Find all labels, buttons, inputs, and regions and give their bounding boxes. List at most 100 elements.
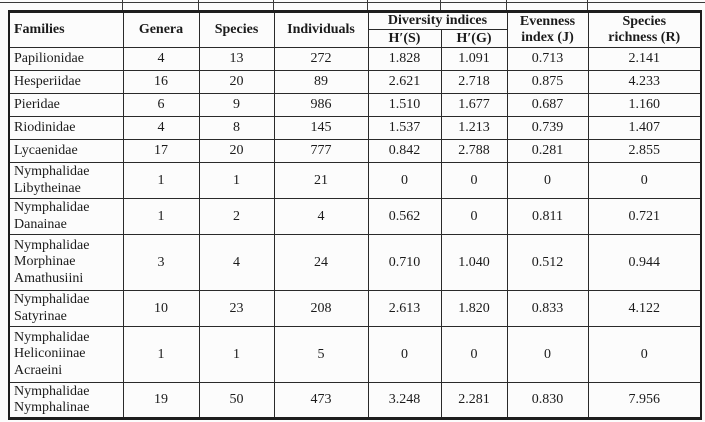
value-cell: 0 [506, 326, 589, 383]
value-cell: 3.248 [367, 382, 442, 419]
value-cell: 1.160 [587, 93, 702, 117]
table-row: Pieridae 6 9 986 1.510 1.677 0.687 1.160 [8, 93, 702, 117]
family-cell: Riodinidae [8, 116, 124, 140]
value-cell: 0.687 [506, 93, 589, 117]
column-rule-stub [198, 0, 199, 10]
value-cell: 473 [273, 382, 369, 419]
value-cell: 208 [273, 290, 369, 327]
column-rule-stub [367, 0, 368, 10]
value-cell: 1 [122, 198, 200, 235]
col-header-genera: Genera [122, 11, 200, 48]
top-hairline-rule [0, 2, 705, 3]
family-cell: Nymphalidae Libytheinae [8, 162, 124, 199]
value-cell: 0.811 [506, 198, 589, 235]
value-cell: 0.944 [587, 234, 702, 291]
value-cell: 1.677 [440, 93, 508, 117]
value-cell: 21 [273, 162, 369, 199]
value-cell: 4.233 [587, 70, 702, 94]
value-cell: 8 [198, 116, 275, 140]
value-cell: 777 [273, 139, 369, 163]
value-cell: 4 [122, 47, 200, 71]
value-cell: 1.820 [440, 290, 508, 327]
family-cell: Nymphalidae Nymphalinae [8, 382, 124, 419]
value-cell: 0.739 [506, 116, 589, 140]
value-cell: 0 [506, 162, 589, 199]
table-row: Nymphalidae Heliconiinae Acraeini 1 1 5 0 0 0 0 [8, 326, 702, 383]
value-cell: 2.855 [587, 139, 702, 163]
value-cell: 0.713 [506, 47, 589, 71]
value-cell: 1.091 [440, 47, 508, 71]
value-cell: 1.213 [440, 116, 508, 140]
value-cell: 19 [122, 382, 200, 419]
table-row: Nymphalidae Satyrinae 10 23 208 2.613 1.820 0.… [8, 290, 702, 327]
value-cell: 2.788 [440, 139, 508, 163]
value-cell: 4 [122, 116, 200, 140]
value-cell: 2.621 [367, 70, 442, 94]
family-cell: Nymphalidae Heliconiinae Acraeini [8, 326, 124, 383]
column-rule-stub [506, 0, 507, 10]
value-cell: 2 [198, 198, 275, 235]
value-cell: 2.613 [367, 290, 442, 327]
value-cell: 1 [198, 326, 275, 383]
value-cell: 1 [122, 326, 200, 383]
column-rule-stub [587, 0, 588, 10]
value-cell: 0 [440, 198, 508, 235]
value-cell: 89 [273, 70, 369, 94]
value-cell: 1 [122, 162, 200, 199]
value-cell: 0.512 [506, 234, 589, 291]
col-header-individuals: Individuals [273, 11, 369, 48]
value-cell: 145 [273, 116, 369, 140]
value-cell: 986 [273, 93, 369, 117]
value-cell: 272 [273, 47, 369, 71]
value-cell: 1.407 [587, 116, 702, 140]
value-cell: 2.281 [440, 382, 508, 419]
value-cell: 0.562 [367, 198, 442, 235]
col-header-evenness-index: Evenness index (J) [506, 11, 589, 48]
value-cell: 10 [122, 290, 200, 327]
value-cell: 0.833 [506, 290, 589, 327]
value-cell: 16 [122, 70, 200, 94]
value-cell: 23 [198, 290, 275, 327]
value-cell: 24 [273, 234, 369, 291]
table-row: Nymphalidae Nymphalinae 19 50 473 3.248 2.281… [8, 382, 702, 419]
table-row: Hesperiidae 16 20 89 2.621 2.718 0.875 4.233 [8, 70, 702, 94]
value-cell: 0 [440, 326, 508, 383]
col-group-header-diversity-indices: Diversity indices [367, 11, 508, 30]
value-cell: 4.122 [587, 290, 702, 327]
table-header: Families Genera Species Individuals Dive… [8, 11, 702, 48]
family-cell: Nymphalidae Morphinae Amathusiini [8, 234, 124, 291]
table-row: Nymphalidae Morphinae Amathusiini 3 4 24 0.7… [8, 234, 702, 291]
value-cell: 7.956 [587, 382, 702, 419]
table-body: Papilionidae 4 13 272 1.828 1.091 0.713 2.141 He… [8, 47, 702, 419]
value-cell: 0.710 [367, 234, 442, 291]
col-header-families: Families [8, 11, 124, 48]
value-cell: 1.510 [367, 93, 442, 117]
value-cell: 17 [122, 139, 200, 163]
family-cell: Hesperiidae [8, 70, 124, 94]
family-cell: Nymphalidae Danainae [8, 198, 124, 235]
value-cell: 6 [122, 93, 200, 117]
value-cell: 1 [198, 162, 275, 199]
butterfly-diversity-table: Families Genera Species Individuals Dive… [8, 10, 702, 420]
value-cell: 0.875 [506, 70, 589, 94]
table-row: Riodinidae 4 8 145 1.537 1.213 0.739 1.407 [8, 116, 702, 140]
value-cell: 0.721 [587, 198, 702, 235]
value-cell: 5 [273, 326, 369, 383]
value-cell: 1.040 [440, 234, 508, 291]
value-cell: 20 [198, 139, 275, 163]
value-cell: 0.842 [367, 139, 442, 163]
value-cell: 9 [198, 93, 275, 117]
value-cell: 0 [587, 326, 702, 383]
table-row: Lycaenidae 17 20 777 0.842 2.788 0.281 2.855 [8, 139, 702, 163]
col-header-h-prime-g: H′(G) [440, 29, 508, 48]
value-cell: 0 [440, 162, 508, 199]
value-cell: 0.830 [506, 382, 589, 419]
value-cell: 13 [198, 47, 275, 71]
value-cell: 3 [122, 234, 200, 291]
table-row: Nymphalidae Libytheinae 1 1 21 0 0 0 0 [8, 162, 702, 199]
value-cell: 0 [367, 162, 442, 199]
value-cell: 2.718 [440, 70, 508, 94]
table-row: Nymphalidae Danainae 1 2 4 0.562 0 0.811 0.721 [8, 198, 702, 235]
table-row: Papilionidae 4 13 272 1.828 1.091 0.713 2.141 [8, 47, 702, 71]
